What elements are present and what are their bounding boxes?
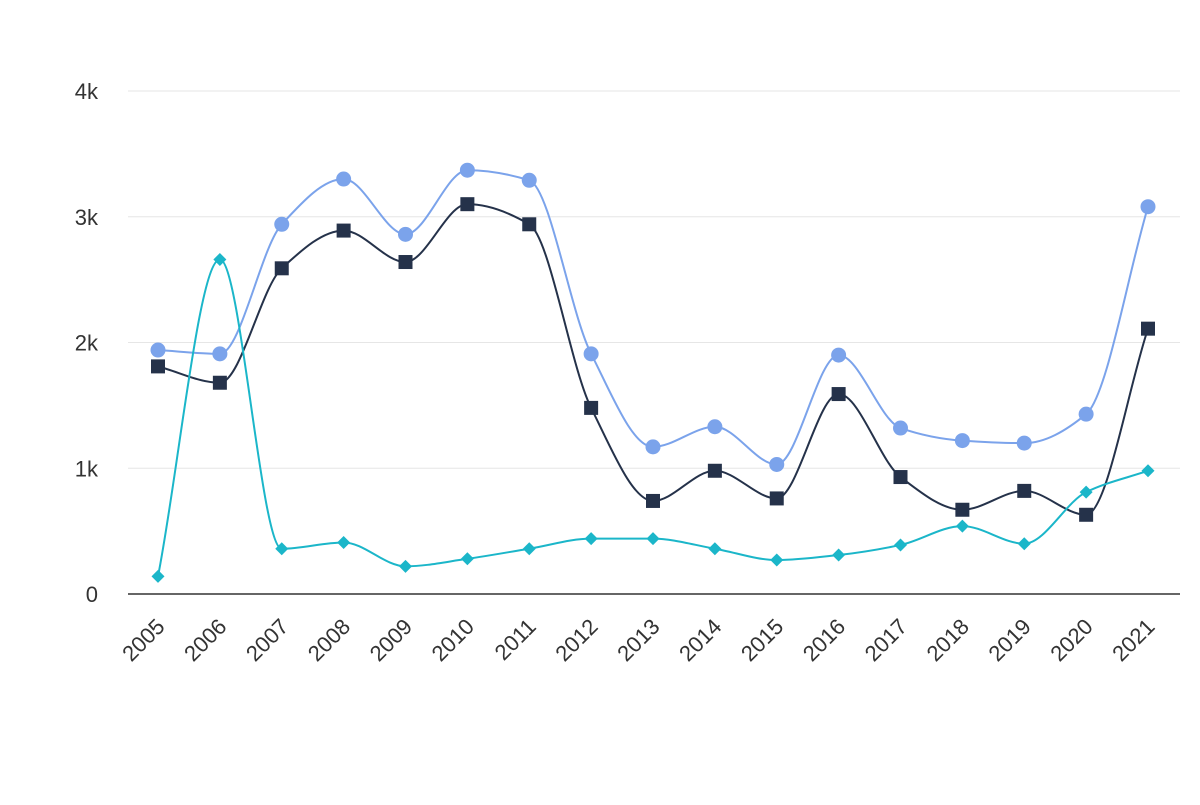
- x-axis-ticks: 2005 2006 2007 2008 2009 2010 2011 2012 2013 2014…: [117, 614, 1159, 666]
- data-point-diamond[interactable]: [832, 548, 846, 562]
- x-tick-label: 2011: [490, 614, 541, 665]
- x-tick-label: 2005: [117, 614, 169, 666]
- data-point-square[interactable]: [1017, 483, 1032, 498]
- x-tick-label: 2006: [179, 614, 231, 666]
- x-tick-label: 2010: [427, 614, 479, 666]
- data-point-diamond[interactable]: [460, 552, 474, 566]
- data-point-square[interactable]: [955, 502, 970, 517]
- data-point-square[interactable]: [274, 261, 289, 276]
- data-point-diamond[interactable]: [894, 538, 907, 552]
- x-tick-label: 2012: [550, 614, 602, 666]
- data-point-circle[interactable]: [212, 346, 228, 362]
- data-point-square[interactable]: [584, 400, 599, 415]
- series-1: [150, 162, 1156, 472]
- x-tick-label: 2020: [1045, 614, 1097, 666]
- data-point-diamond[interactable]: [646, 532, 660, 546]
- data-point-circle[interactable]: [1140, 199, 1156, 215]
- x-tick-label: 2009: [365, 614, 417, 666]
- data-point-circle[interactable]: [459, 162, 475, 178]
- x-tick-label: 2019: [983, 614, 1035, 666]
- series-2: [151, 197, 1155, 522]
- y-tick-label: 4k: [75, 79, 99, 104]
- x-tick-label: 2008: [303, 614, 355, 666]
- data-point-circle[interactable]: [893, 420, 908, 436]
- data-point-diamond[interactable]: [1079, 485, 1093, 499]
- data-point-square[interactable]: [522, 217, 537, 232]
- y-tick-label: 1k: [75, 456, 99, 481]
- data-point-diamond[interactable]: [584, 532, 598, 546]
- data-point-circle[interactable]: [769, 456, 785, 472]
- x-tick-label: 2017: [860, 614, 912, 666]
- series-3: [151, 253, 1155, 583]
- data-point-square[interactable]: [831, 387, 846, 402]
- data-point-circle[interactable]: [336, 171, 352, 187]
- data-point-diamond[interactable]: [399, 559, 412, 573]
- data-point-diamond[interactable]: [955, 519, 969, 533]
- series-layer: [150, 162, 1156, 583]
- data-point-diamond[interactable]: [275, 542, 289, 556]
- data-point-circle[interactable]: [521, 172, 537, 188]
- data-point-circle[interactable]: [1016, 435, 1032, 451]
- data-point-square[interactable]: [1141, 321, 1155, 336]
- data-point-diamond[interactable]: [151, 569, 165, 583]
- data-point-square[interactable]: [769, 491, 784, 506]
- data-point-circle[interactable]: [398, 226, 413, 242]
- data-point-square[interactable]: [1079, 507, 1094, 522]
- data-point-circle[interactable]: [274, 216, 290, 232]
- data-point-square[interactable]: [398, 255, 413, 270]
- data-point-square[interactable]: [646, 493, 660, 508]
- data-point-square[interactable]: [336, 223, 351, 238]
- data-point-square[interactable]: [212, 375, 227, 390]
- data-point-square[interactable]: [460, 197, 475, 212]
- data-point-circle[interactable]: [645, 439, 661, 455]
- y-tick-label: 3k: [75, 205, 99, 230]
- data-point-circle[interactable]: [831, 347, 847, 363]
- x-tick-label: 2013: [612, 614, 664, 666]
- x-tick-label: 2021: [1107, 614, 1159, 666]
- grid-layer: [128, 90, 1180, 469]
- data-point-diamond[interactable]: [708, 542, 722, 556]
- data-point-square[interactable]: [893, 470, 908, 485]
- series-line: [157, 169, 1149, 466]
- data-point-circle[interactable]: [954, 433, 970, 449]
- data-point-circle[interactable]: [150, 342, 166, 358]
- x-tick-label: 2007: [241, 614, 293, 666]
- y-axis-ticks: 0 1k 2k 3k 4k: [75, 79, 99, 607]
- x-tick-label: 2016: [798, 614, 850, 666]
- data-point-square[interactable]: [151, 359, 165, 374]
- data-point-diamond[interactable]: [522, 542, 536, 556]
- y-tick-label: 2k: [75, 331, 99, 356]
- data-point-diamond[interactable]: [213, 253, 227, 267]
- data-point-circle[interactable]: [583, 346, 599, 362]
- data-point-circle[interactable]: [1078, 406, 1094, 422]
- x-tick-label: 2018: [922, 614, 974, 666]
- data-point-diamond[interactable]: [1141, 464, 1155, 478]
- data-point-square[interactable]: [707, 463, 722, 478]
- data-point-diamond[interactable]: [337, 535, 351, 549]
- data-point-circle[interactable]: [707, 419, 723, 435]
- x-tick-label: 2014: [674, 614, 726, 666]
- data-point-diamond[interactable]: [770, 553, 784, 567]
- y-tick-label: 0: [86, 582, 98, 607]
- data-point-diamond[interactable]: [1017, 537, 1031, 551]
- x-tick-label: 2015: [736, 614, 788, 666]
- series-line: [157, 258, 1149, 577]
